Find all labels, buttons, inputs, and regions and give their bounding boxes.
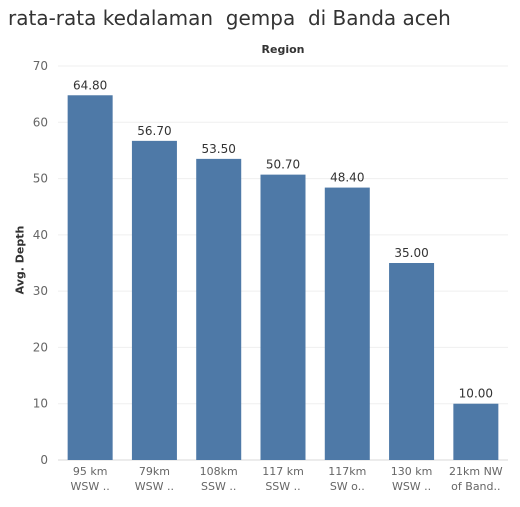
data-label: 35.00 [394,246,428,260]
x-tick-label: 117km [328,465,366,478]
data-label: 56.70 [137,124,171,138]
bar [196,158,242,460]
data-label: 48.40 [330,171,364,185]
y-tick-label: 0 [40,453,48,467]
y-tick-label: 60 [33,115,48,129]
x-tick-label: 117 km [262,465,304,478]
data-label: 53.50 [202,142,236,156]
x-tick-label: WSW .. [392,480,431,493]
x-tick-label: 108km [200,465,238,478]
x-tick-label: WSW .. [71,480,110,493]
y-tick-label: 40 [33,228,48,242]
bar [324,187,370,460]
bar [389,263,435,460]
bar [131,140,177,461]
y-tick-label: 20 [33,340,48,354]
x-tick-label: 130 km [391,465,433,478]
y-tick-label: 30 [33,284,48,298]
x-tick-label: SSW .. [265,480,300,493]
chart-title: rata-rata kedalaman gempa di Banda aceh [8,6,451,30]
bar [260,174,306,461]
x-tick-label: 95 km [73,465,108,478]
y-tick-label: 70 [33,59,48,73]
data-label: 50.70 [266,158,300,172]
y-tick-label: 10 [33,397,48,411]
x-tick-label: SW o.. [330,480,365,493]
data-label: 64.80 [73,78,107,92]
x-tick-label: of Band.. [451,480,500,493]
x-tick-label: WSW .. [135,480,174,493]
data-label: 10.00 [459,387,493,401]
x-tick-label: 79km [139,465,170,478]
column-header: Region [261,43,305,56]
bar [67,95,113,461]
x-tick-label: SSW .. [201,480,236,493]
y-tick-label: 50 [33,172,48,186]
bar [453,403,499,460]
x-tick-label: 21km NW [449,465,503,478]
